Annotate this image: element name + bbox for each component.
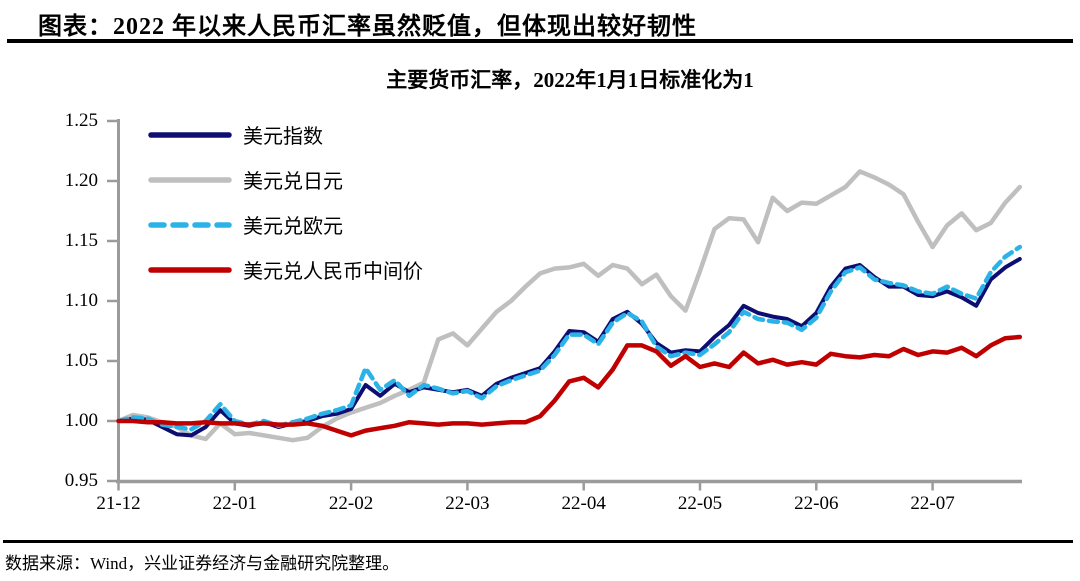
legend-item-usd-eur: 美元兑欧元 (147, 202, 423, 247)
x-tick-label: 22-02 (328, 493, 374, 514)
x-tick-label: 22-07 (910, 493, 955, 514)
y-tick-label: 1.15 (64, 230, 98, 251)
x-tick-label: 22-03 (445, 493, 490, 514)
legend-label: 美元指数 (243, 126, 323, 148)
legend-item-usd-jpy: 美元兑日元 (147, 157, 423, 202)
series-line-usd-jpy (116, 169, 1023, 443)
y-tick-label: 0.95 (64, 470, 98, 491)
x-tick-label: 21-12 (96, 493, 141, 514)
y-tick-label: 1.20 (64, 170, 98, 191)
usd-eur-legend-line-icon (148, 221, 232, 228)
footer-rule (3, 540, 1073, 543)
header-rule (7, 39, 1073, 43)
usd-jpy-legend-line-icon (148, 176, 232, 183)
x-tick-label: 22-06 (794, 493, 839, 514)
legend-label: 美元兑欧元 (243, 216, 343, 238)
x-tick-label: 22-05 (677, 493, 723, 514)
y-tick-label: 1.25 (64, 110, 98, 131)
chart-title: 主要货币汇率，2022年1月1日标准化为1 (386, 68, 754, 92)
figure-title: 图表：2022 年以来人民币汇率虽然贬值，但体现出较好韧性 (38, 14, 697, 40)
usd-index-legend-line-icon (148, 131, 232, 138)
y-tick-label: 1.10 (64, 290, 98, 311)
data-source-note: 数据来源：Wind，兴业证券经济与金融研究院整理。 (5, 554, 400, 573)
x-tick-label: 22-01 (212, 493, 257, 514)
y-tick-label: 1.05 (64, 350, 98, 371)
x-tick-label: 22-04 (561, 493, 606, 514)
legend-label: 美元兑人民币中间价 (243, 261, 423, 283)
legend-label: 美元兑日元 (243, 171, 343, 193)
legend-item-usd-cny-fixing: 美元兑人民币中间价 (147, 247, 423, 292)
series-line-usd-cny-fixing (116, 334, 1023, 438)
legend: 美元指数美元兑日元美元兑欧元美元兑人民币中间价 (147, 112, 423, 292)
y-tick-label: 1.00 (64, 410, 98, 431)
usd-cny-fixing-legend-line-icon (148, 266, 232, 273)
legend-item-usd-index: 美元指数 (147, 112, 423, 157)
